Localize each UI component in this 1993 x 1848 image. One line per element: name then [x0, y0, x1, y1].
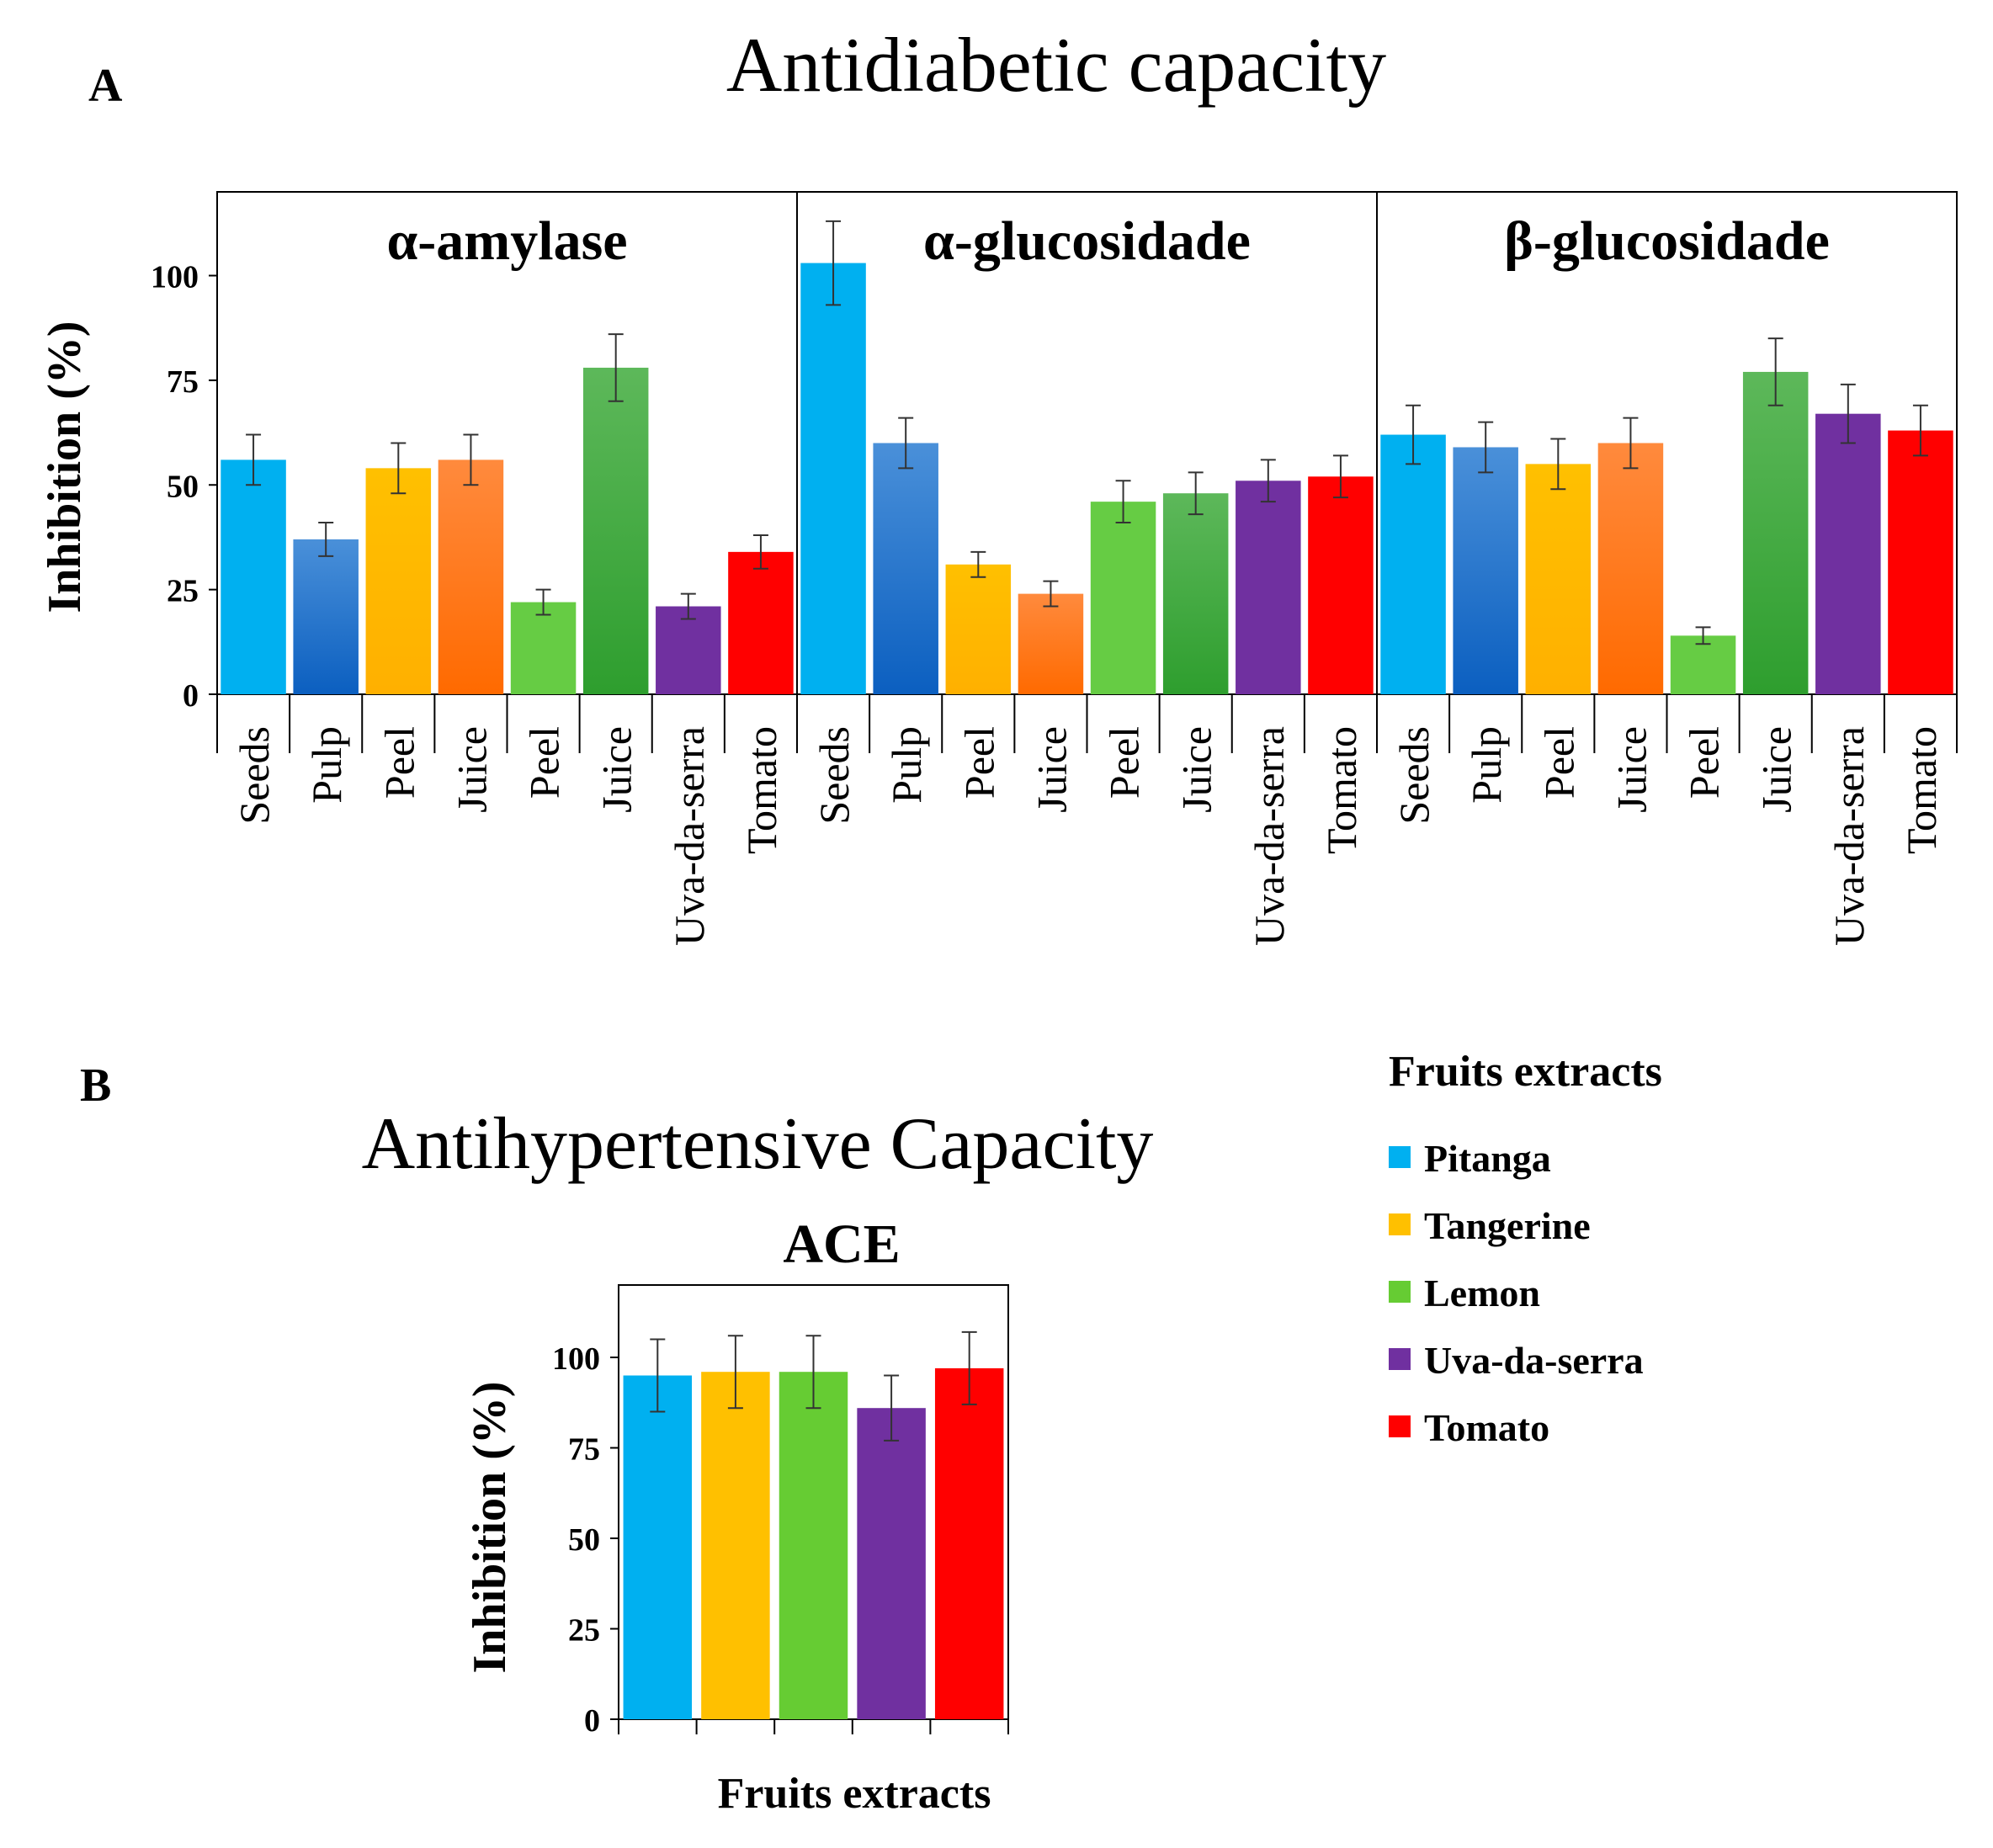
x-tick-label: Juice — [448, 726, 495, 813]
legend-swatch — [1389, 1213, 1411, 1235]
x-tick-label: Pulp — [303, 726, 350, 804]
x-tick-label: Juice — [1753, 726, 1800, 813]
chart-a-plot: 0 25 50 75 100 α-amylase Seeds Pulp Peel Juice Pee… — [151, 191, 1958, 946]
x-tick-label: Peel — [1535, 726, 1582, 799]
legend-title: Fruits extracts — [1389, 1048, 1662, 1096]
x-tick-label: Juice — [1028, 726, 1075, 813]
x-tick-label: Seeds — [810, 726, 858, 825]
legend-swatch — [1389, 1281, 1411, 1303]
legend-item-label: Tomato — [1424, 1406, 1549, 1449]
x-tick-label: Seeds — [1390, 726, 1438, 825]
legend-swatch — [1389, 1415, 1411, 1437]
x-tick-label: Seeds — [231, 726, 278, 825]
chart-a-ylabel: Inhibition (%) — [39, 321, 91, 613]
y-tick-label: 50 — [167, 469, 199, 504]
x-tick-label: Uva-da-serra — [666, 726, 713, 946]
y-tick-label: 50 — [568, 1522, 600, 1558]
bar — [1236, 481, 1301, 694]
y-tick-label: 100 — [151, 260, 199, 295]
y-tick-label: 25 — [568, 1613, 600, 1649]
bar — [1888, 430, 1953, 694]
legend-swatch — [1389, 1146, 1411, 1168]
bar — [1742, 371, 1809, 694]
x-tick-label: Juice — [593, 726, 640, 813]
legend-item-label: Tangerine — [1424, 1204, 1591, 1247]
x-tick-label: Peel — [1101, 726, 1148, 799]
bar — [1308, 476, 1374, 694]
bar — [623, 1375, 693, 1719]
subplot-title: β-glucosidade — [1504, 210, 1830, 272]
bar — [1380, 434, 1446, 694]
panel-label-a: A — [88, 60, 123, 112]
x-tick-label: Tomato — [1898, 726, 1945, 854]
x-tick-label: Juice — [1173, 726, 1220, 813]
bar — [728, 551, 794, 694]
bar — [656, 606, 721, 694]
subplot-title: α-glucosidade — [923, 210, 1251, 272]
bar — [1090, 502, 1156, 694]
x-tick-label: Peel — [521, 726, 568, 799]
y-tick-label: 100 — [552, 1341, 600, 1377]
chart-b-plot: 0 25 50 75 100 — [552, 1284, 1009, 1739]
x-tick-label: Uva-da-serra — [1826, 726, 1873, 946]
x-tick-label: Peel — [955, 726, 1002, 799]
subplot-title: α-amylase — [386, 210, 627, 272]
chart-b-subtitle: ACE — [783, 1213, 900, 1275]
bar — [1162, 493, 1229, 694]
panel-label-b: B — [80, 1059, 111, 1112]
bar — [873, 443, 938, 694]
y-tick-label: 0 — [183, 678, 199, 714]
bar — [221, 459, 286, 694]
y-tick-label: 0 — [584, 1703, 600, 1739]
x-tick-label: Tomato — [738, 726, 785, 854]
legend-item-label: Uva-da-serra — [1424, 1339, 1644, 1382]
x-tick-label: Peel — [375, 726, 423, 799]
bar — [365, 468, 432, 694]
x-tick-label: Tomato — [1318, 726, 1365, 854]
x-tick-label: Pulp — [1463, 726, 1510, 804]
bar — [800, 263, 866, 694]
bar — [293, 539, 359, 694]
bar — [510, 602, 577, 694]
y-tick-label: 25 — [167, 574, 199, 609]
y-tick-label: 75 — [167, 364, 199, 400]
x-tick-label: Pulp — [883, 726, 930, 804]
legend-swatch — [1389, 1348, 1411, 1370]
bar — [1453, 447, 1518, 694]
chart-a-title: Antidiabetic capacity — [726, 22, 1386, 108]
x-tick-label: Juice — [1608, 726, 1655, 813]
legend-item-label: Pitanga — [1424, 1137, 1551, 1180]
bar — [945, 564, 1012, 694]
bar — [582, 367, 649, 694]
bar — [701, 1372, 770, 1719]
bar — [1597, 443, 1664, 694]
bar — [438, 459, 504, 694]
bar — [934, 1367, 1004, 1719]
bar — [1525, 464, 1592, 694]
bar — [1815, 413, 1881, 694]
bar — [857, 1408, 926, 1719]
bar — [1018, 593, 1084, 694]
bar — [1670, 635, 1736, 694]
x-tick-label: Uva-da-serra — [1246, 726, 1293, 946]
chart-b-xlabel: Fruits extracts — [718, 1770, 991, 1818]
x-tick-label: Peel — [1681, 726, 1728, 799]
legend-item-label: Lemon — [1424, 1272, 1540, 1314]
bar — [779, 1372, 848, 1719]
y-tick-label: 75 — [568, 1432, 600, 1468]
legend: Pitanga Tangerine Lemon Uva-da-serra Tomato — [1389, 1137, 1644, 1449]
chart-b-title: Antihypertensive Capacity — [362, 1103, 1154, 1185]
chart-b-ylabel: Inhibition (%) — [464, 1382, 516, 1674]
